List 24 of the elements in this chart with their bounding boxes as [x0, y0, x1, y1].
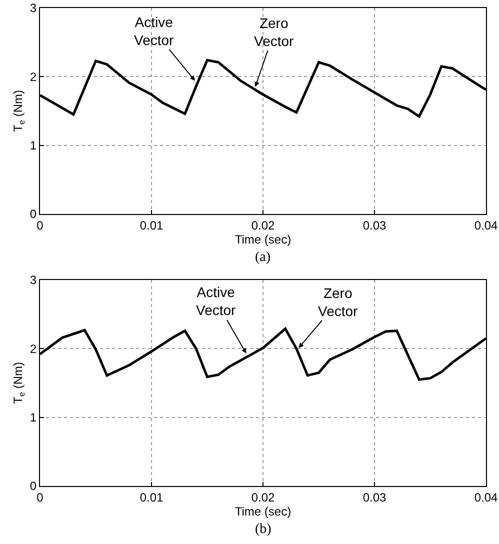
- y-tick-label: 1: [30, 410, 37, 425]
- text: (b): [255, 522, 272, 537]
- annotation: Zero Vector: [318, 285, 358, 320]
- x-tick-label: 0.04: [474, 490, 498, 504]
- y-tick-label: 2: [30, 70, 37, 84]
- x-axis-title: Time (sec): [234, 232, 292, 246]
- x-tick-label: 0.03: [362, 490, 386, 504]
- y-tick-label: 0: [30, 479, 37, 494]
- y-tick-label: 0: [30, 207, 37, 222]
- annotation: Active Vector: [196, 284, 236, 318]
- annotation: Zero Vector: [254, 15, 294, 50]
- y-tick-label: 1: [30, 138, 37, 153]
- x-tick-label: 0.02: [251, 490, 275, 504]
- x-tick-label: 0.03: [362, 218, 386, 232]
- text: (a): [255, 250, 271, 265]
- y-tick-label: 2: [30, 342, 37, 356]
- y-tick-label: 3: [30, 273, 37, 288]
- x-tick-label: 0.02: [251, 218, 275, 232]
- annotation: Active Vector: [134, 14, 174, 48]
- x-tick-label: 0.01: [140, 490, 164, 504]
- y-tick-label: 3: [30, 1, 37, 16]
- x-axis-title: Time (sec): [234, 504, 292, 518]
- x-tick-label: 0.01: [140, 218, 164, 232]
- x-tick-label: 0.04: [474, 218, 498, 232]
